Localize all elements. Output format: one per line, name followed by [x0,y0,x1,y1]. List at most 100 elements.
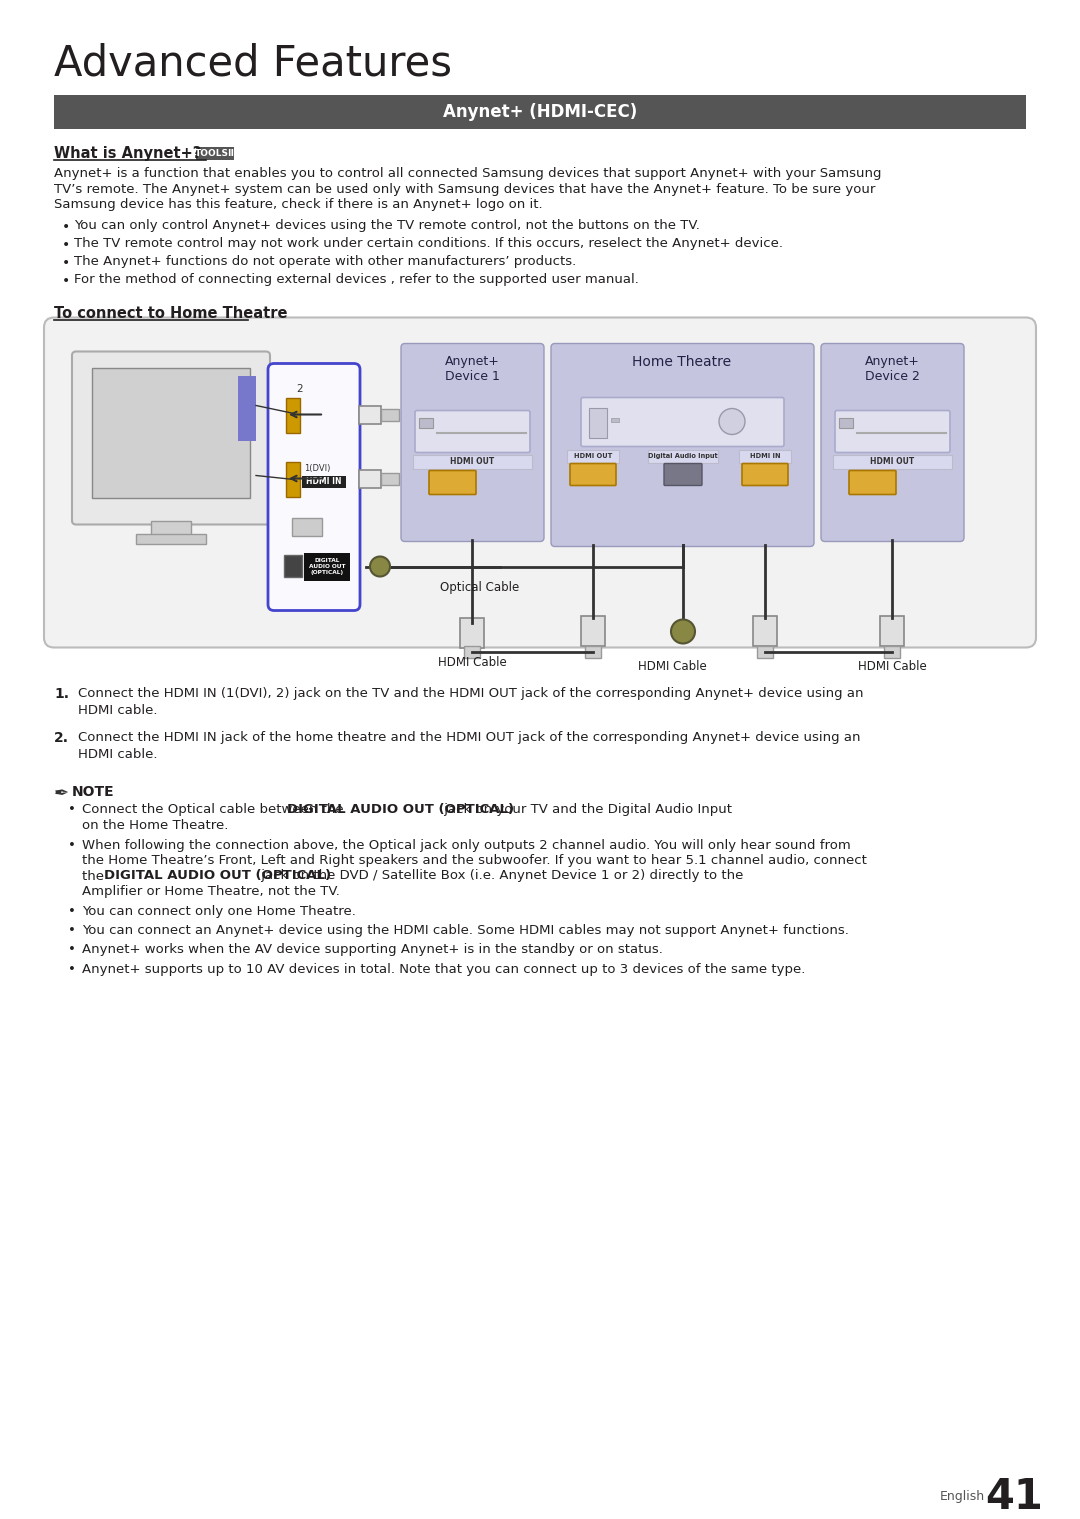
FancyBboxPatch shape [401,343,544,541]
Text: HDMI OUT: HDMI OUT [573,453,612,459]
Text: Connect the HDMI IN jack of the home theatre and the HDMI OUT jack of the corres: Connect the HDMI IN jack of the home the… [78,732,861,744]
Bar [195,147,234,159]
Text: HDMI IN: HDMI IN [307,477,341,486]
Text: HDMI OUT: HDMI OUT [869,457,914,466]
Text: 1(DVI): 1(DVI) [303,463,330,472]
Text: Amplifier or Home Theatre, not the TV.: Amplifier or Home Theatre, not the TV. [82,886,340,898]
FancyBboxPatch shape [570,463,616,486]
Bar [833,454,951,468]
Text: 41: 41 [985,1476,1043,1517]
Bar [286,462,300,497]
FancyBboxPatch shape [429,471,476,495]
Circle shape [370,556,390,577]
Text: on the Home Theatre.: on the Home Theatre. [82,819,228,832]
Circle shape [671,620,696,644]
Bar [303,553,350,580]
FancyBboxPatch shape [268,363,360,611]
Bar [413,454,532,468]
Bar [151,521,191,536]
Text: HDMI cable.: HDMI cable. [78,703,158,717]
Text: the Home Theatre’s Front, Left and Right speakers and the subwoofer. If you want: the Home Theatre’s Front, Left and Right… [82,854,867,867]
Text: Optical Cable: Optical Cable [441,580,519,594]
Text: •: • [68,963,76,977]
Text: •: • [62,273,70,287]
Text: •: • [68,943,76,957]
Bar [284,554,302,577]
Bar [286,398,300,433]
Text: Anynet+ works when the AV device supporting Anynet+ is in the standby or on stat: Anynet+ works when the AV device support… [82,943,663,957]
Bar [581,615,605,646]
Bar [885,646,900,658]
Text: •: • [68,924,76,937]
Text: Digital Audio Input: Digital Audio Input [648,453,718,459]
Text: •: • [68,804,76,817]
FancyBboxPatch shape [821,343,964,541]
Bar [381,472,399,485]
Bar [292,518,322,536]
Text: TOOLSⅡ: TOOLSⅡ [195,149,235,158]
Bar [753,615,777,646]
Text: HDMI cable.: HDMI cable. [78,747,158,761]
Bar [880,615,904,646]
Text: You can connect an Anynet+ device using the HDMI cable. Some HDMI cables may not: You can connect an Anynet+ device using … [82,924,849,937]
Text: DIGITAL
AUDIO OUT
(OPTICAL): DIGITAL AUDIO OUT (OPTICAL) [309,557,346,574]
Text: 2.: 2. [54,732,69,746]
Text: You can only control Anynet+ devices using the TV remote control, not the button: You can only control Anynet+ devices usi… [75,220,700,232]
FancyBboxPatch shape [551,343,814,547]
Text: The Anynet+ functions do not operate with other manufacturers’ products.: The Anynet+ functions do not operate wit… [75,255,577,269]
Text: 2: 2 [296,383,302,393]
Text: The TV remote control may not work under certain conditions. If this occurs, res: The TV remote control may not work under… [75,237,783,251]
Text: •: • [62,237,70,252]
Text: •: • [62,255,70,269]
Text: DIGITAL AUDIO OUT (OPTICAL): DIGITAL AUDIO OUT (OPTICAL) [287,804,514,817]
Text: Anynet+ (HDMI-CEC): Anynet+ (HDMI-CEC) [443,103,637,122]
Bar [757,646,773,658]
Text: English: English [940,1490,985,1502]
Text: Anynet+
Device 1: Anynet+ Device 1 [445,355,499,383]
FancyBboxPatch shape [664,463,702,486]
Bar [648,450,718,462]
Bar [54,96,1026,129]
Text: Anynet+
Device 2: Anynet+ Device 2 [865,355,919,383]
Bar [567,450,619,462]
Text: Connect the Optical cable between the: Connect the Optical cable between the [82,804,348,817]
FancyBboxPatch shape [849,471,896,495]
Bar [359,406,381,424]
Text: ✒: ✒ [54,785,69,804]
Bar [302,475,346,488]
Bar [739,450,791,462]
Text: When following the connection above, the Optical jack only outputs 2 channel aud: When following the connection above, the… [82,838,851,852]
Bar [136,533,206,544]
Text: the: the [82,869,108,883]
Text: HDMI Cable: HDMI Cable [437,656,507,668]
Bar [585,646,600,658]
Text: For the method of connecting external devices , refer to the supported user manu: For the method of connecting external de… [75,273,639,287]
Text: TV’s remote. The Anynet+ system can be used only with Samsung devices that have : TV’s remote. The Anynet+ system can be u… [54,182,876,196]
Text: HDMI OUT: HDMI OUT [450,457,495,466]
Text: •: • [62,220,70,234]
Text: HDMI Cable: HDMI Cable [637,659,706,673]
Text: 1.: 1. [54,688,69,702]
FancyBboxPatch shape [742,463,788,486]
Text: •: • [68,838,76,852]
Circle shape [719,409,745,434]
FancyBboxPatch shape [72,351,270,524]
Text: jack on your TV and the Digital Audio Input: jack on your TV and the Digital Audio In… [441,804,732,817]
Bar [419,418,433,427]
Text: What is Anynet+?: What is Anynet+? [54,146,201,161]
Bar [238,375,256,441]
Text: Samsung device has this feature, check if there is an Anynet+ logo on it.: Samsung device has this feature, check i… [54,197,542,211]
FancyBboxPatch shape [581,398,784,447]
Text: Home Theatre: Home Theatre [633,355,731,369]
Bar [92,368,249,498]
Bar [589,407,607,437]
Bar [839,418,853,427]
Text: You can connect only one Home Theatre.: You can connect only one Home Theatre. [82,904,356,917]
Text: Anynet+ is a function that enables you to control all connected Samsung devices : Anynet+ is a function that enables you t… [54,167,881,179]
Text: jack on the DVD / Satellite Box (i.e. Anynet Device 1 or 2) directly to the: jack on the DVD / Satellite Box (i.e. An… [257,869,743,883]
Text: To connect to Home Theatre: To connect to Home Theatre [54,305,287,321]
Bar [464,646,480,658]
Bar [460,618,484,647]
Text: HDMI Cable: HDMI Cable [858,659,927,673]
Bar [359,469,381,488]
